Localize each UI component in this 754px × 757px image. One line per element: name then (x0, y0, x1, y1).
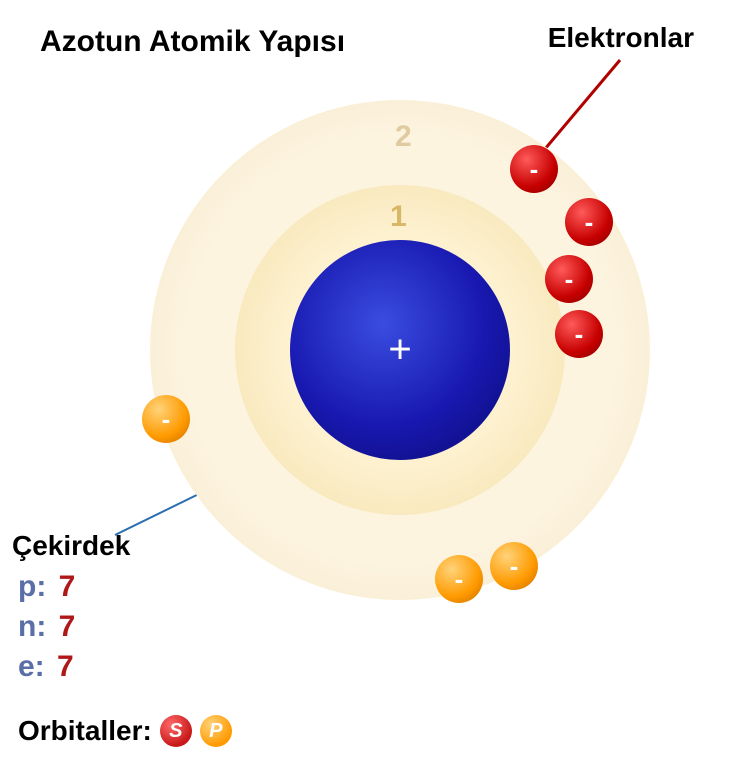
nucleus: + (290, 240, 510, 460)
electron-7: - (490, 542, 538, 590)
electron-value: 7 (57, 650, 74, 683)
nucleus-label: Çekirdek (12, 530, 130, 562)
electrons-label: Elektronlar (548, 22, 694, 54)
electron-4: - (555, 310, 603, 358)
proton-label: p: (18, 570, 46, 603)
neutron-value: 7 (59, 610, 76, 643)
electron-1: - (510, 145, 558, 193)
orbital-s-icon: S (160, 715, 192, 747)
electron-count: e: 7 (18, 650, 74, 684)
nucleus-plus-icon: + (388, 328, 411, 373)
shell-number-1: 1 (390, 200, 407, 234)
electron-3: - (545, 255, 593, 303)
shell-number-2: 2 (395, 120, 412, 154)
electron-5: - (142, 395, 190, 443)
page-title: Azotun Atomik Yapısı (40, 25, 345, 59)
proton-value: 7 (59, 570, 76, 603)
neutron-count: n: 7 (18, 610, 75, 644)
electron-label: e: (18, 650, 45, 683)
orbitals-label: Orbitaller: (18, 715, 152, 747)
electron-2: - (565, 198, 613, 246)
neutron-label: n: (18, 610, 46, 643)
atom-diagram: + 2 1 ------- (150, 100, 650, 600)
orbitals-row: Orbitaller: S P (18, 715, 232, 747)
electron-6: - (435, 555, 483, 603)
proton-count: p: 7 (18, 570, 75, 604)
orbital-p-icon: P (200, 715, 232, 747)
